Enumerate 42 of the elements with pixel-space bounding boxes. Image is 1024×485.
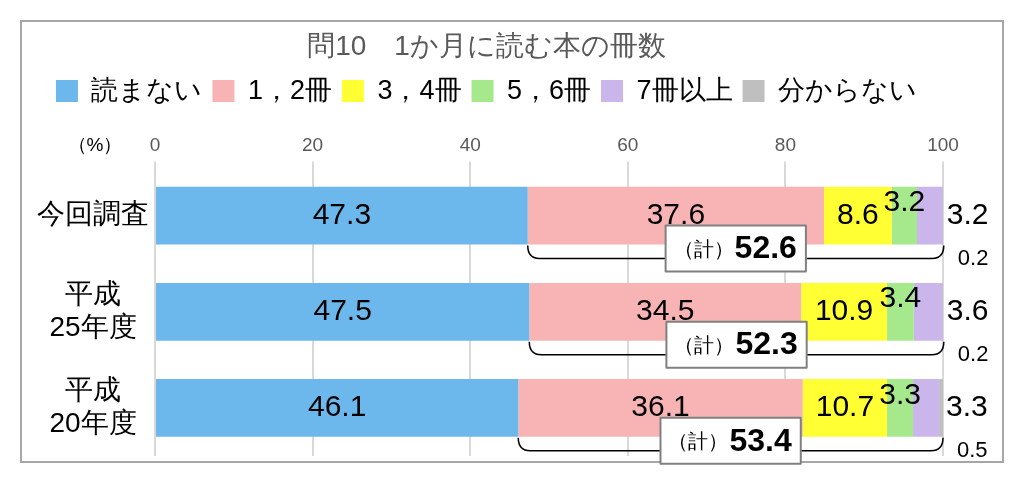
x-tick-label: 100: [927, 134, 959, 156]
data-label: 3.3: [946, 389, 988, 423]
bar: [156, 282, 530, 341]
bar: [939, 379, 943, 437]
data-label: 8.6: [837, 196, 879, 230]
data-label: 3.6: [946, 293, 989, 327]
y-tick-label: 平成25年度: [49, 277, 137, 343]
annotation: （計）52.3: [674, 325, 798, 362]
data-label: 34.5: [636, 293, 695, 327]
data-label: 3.2: [946, 196, 989, 230]
data-label: 36.1: [631, 389, 690, 423]
x-tick-label: 20: [302, 134, 324, 156]
legend-label: 1，2冊: [247, 74, 332, 105]
x-axis-title: （%）: [67, 133, 123, 155]
data-label: 37.6: [646, 196, 706, 230]
legend-label: 5，6冊: [507, 74, 592, 105]
bar: [156, 186, 528, 245]
data-label: 10.9: [814, 293, 874, 327]
annotation: （計）53.4: [668, 421, 792, 458]
legend-label: 分からない: [778, 74, 918, 105]
data-label: 3.2: [883, 184, 926, 218]
legend-label: 3，4冊: [377, 74, 462, 105]
x-tick-label: 80: [774, 134, 796, 156]
legend-label: 読まない: [91, 74, 203, 105]
data-label: 3.3: [879, 376, 921, 410]
y-tick-label: 今回調査: [37, 198, 149, 230]
data-label: 47.5: [313, 293, 372, 327]
data-label: 0.2: [957, 244, 989, 270]
data-label: 47.3: [312, 196, 372, 230]
y-tick-label: 平成20年度: [49, 373, 137, 439]
x-tick-label: 0: [149, 134, 161, 156]
x-tick-label: 40: [459, 134, 481, 156]
data-label: 46.1: [307, 389, 367, 423]
legend-label: 7冊以上: [636, 74, 733, 105]
chart-title: 問10 1か月に読む本の冊数: [307, 29, 666, 61]
data-label: 0.5: [957, 436, 988, 462]
data-label: 3.4: [879, 280, 922, 314]
bar: [156, 379, 519, 437]
data-label: 0.2: [957, 340, 989, 366]
data-label: 10.7: [815, 389, 875, 423]
annotation: （計）52.6: [673, 229, 797, 266]
x-tick-label: 60: [617, 134, 639, 156]
